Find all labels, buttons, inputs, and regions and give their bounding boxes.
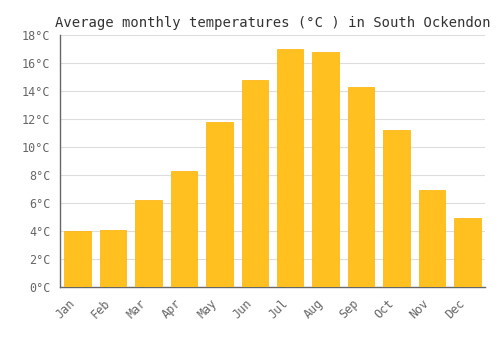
Bar bbox=[100, 230, 126, 287]
Bar bbox=[277, 49, 303, 287]
Bar bbox=[170, 171, 197, 287]
Bar bbox=[242, 80, 268, 287]
Bar bbox=[312, 52, 339, 287]
Bar bbox=[206, 122, 233, 287]
Bar bbox=[383, 130, 409, 287]
Bar bbox=[64, 231, 91, 287]
Bar bbox=[418, 190, 445, 287]
Title: Average monthly temperatures (°C ) in South Ockendon: Average monthly temperatures (°C ) in So… bbox=[55, 16, 490, 30]
Bar bbox=[136, 200, 162, 287]
Bar bbox=[454, 218, 480, 287]
Bar bbox=[348, 87, 374, 287]
